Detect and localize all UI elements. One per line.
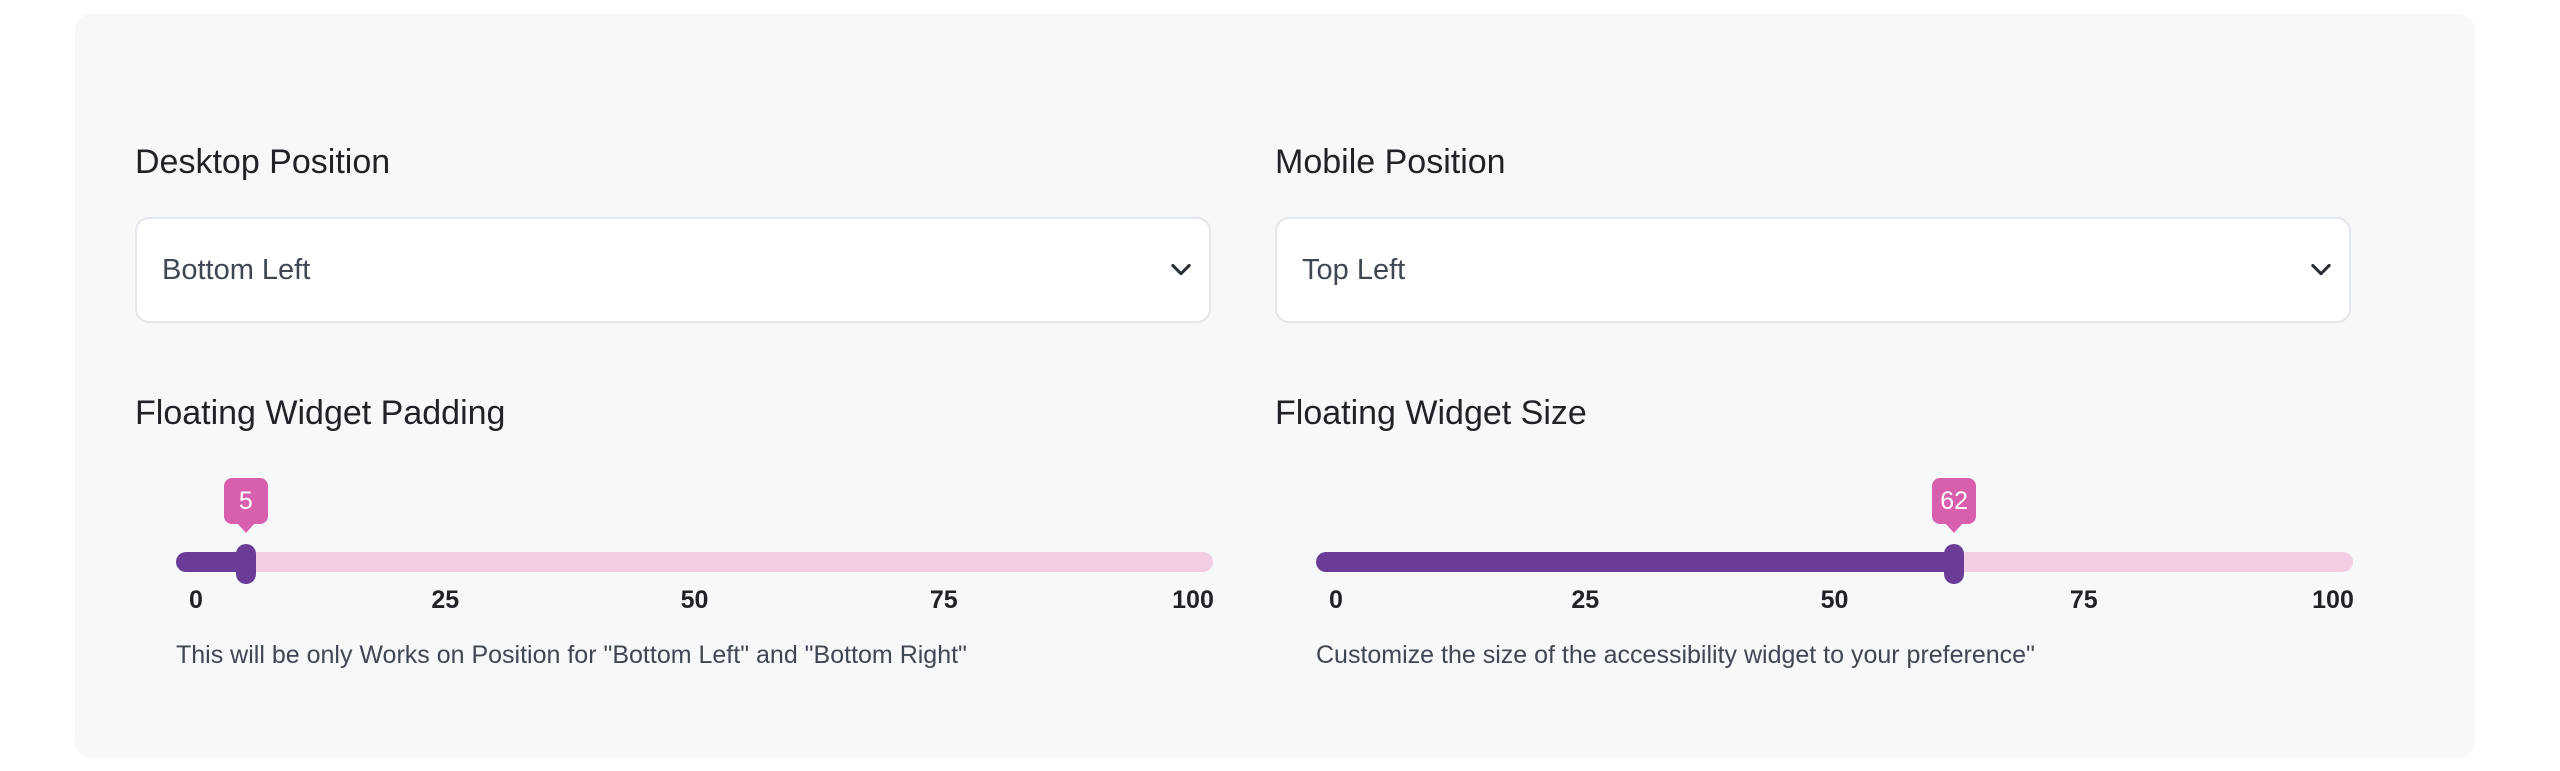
chevron-down-icon [1171, 263, 1191, 276]
padding-slider-label: Floating Widget Padding [135, 394, 506, 432]
mobile-position-select[interactable]: Top Left [1275, 217, 2351, 323]
size-slider-help: Customize the size of the accessibility … [1316, 641, 2035, 669]
slider-value-tooltip: 5 [223, 478, 268, 533]
slider-tick-label: 50 [680, 586, 709, 614]
slider-value-tooltip: 62 [1932, 478, 1977, 533]
padding-slider[interactable]: 5 0 25 50 75 100 [176, 478, 1214, 614]
size-slider-label: Floating Widget Size [1275, 394, 1587, 432]
settings-panel: Desktop Position Bottom Left Mobile Posi… [75, 14, 2475, 758]
slider-tick-label: 100 [1172, 586, 1214, 614]
slider-tick-label: 25 [1571, 586, 1600, 614]
slider-tick-label: 75 [929, 586, 958, 614]
slider-fill [1316, 552, 1955, 572]
slider-tick-label: 75 [2069, 586, 2098, 614]
slider-tick-label: 50 [1820, 586, 1849, 614]
mobile-position-value: Top Left [1302, 254, 1406, 286]
chevron-down-icon [2311, 263, 2331, 276]
slider-fill [176, 552, 246, 572]
slider-tick-label: 0 [1329, 586, 1343, 614]
slider-thumb[interactable] [235, 544, 256, 584]
slider-track[interactable] [176, 552, 1213, 572]
slider-thumb[interactable] [1944, 544, 1965, 584]
size-slider[interactable]: 62 0 25 50 75 100 [1316, 478, 2354, 614]
desktop-position-select[interactable]: Bottom Left [135, 217, 1211, 323]
slider-tick-label: 25 [431, 586, 460, 614]
slider-tick-label: 100 [2312, 586, 2354, 614]
desktop-position-label: Desktop Position [135, 143, 391, 181]
desktop-position-value: Bottom Left [162, 254, 311, 286]
slider-tick-label: 0 [189, 586, 203, 614]
mobile-position-label: Mobile Position [1275, 143, 1506, 181]
padding-slider-help: This will be only Works on Position for … [176, 641, 967, 669]
